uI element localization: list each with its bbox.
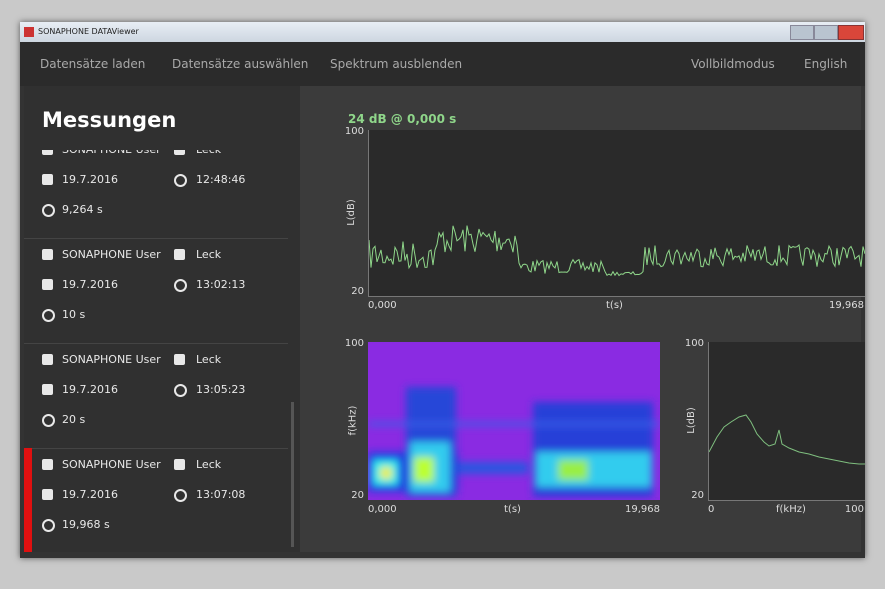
x-tick-label: 19,968 (829, 300, 864, 311)
close-button[interactable] (838, 25, 864, 40)
duration-icon (42, 519, 55, 532)
maximize-button[interactable] (814, 25, 838, 40)
x-axis-label: t(s) (606, 300, 623, 311)
main-area: 24 dB @ 0,000 s (300, 86, 866, 552)
measurement-entry[interactable]: SONAPHONE User Leck 19.7.2016 12:48:46 9,264… (24, 150, 288, 239)
menu-item[interactable]: Datensätze laden (40, 57, 146, 71)
x-tick-label: 0,000 (368, 300, 397, 311)
date-icon (42, 174, 53, 185)
level-curve (368, 225, 866, 277)
duration: 10 s (62, 308, 86, 321)
duration: 9,264 s (62, 203, 103, 216)
selection-marker (24, 448, 32, 552)
y-tick-label: 100 (344, 126, 364, 137)
x-axis-label: f(kHz) (776, 504, 806, 515)
measurement-entry[interactable]: SONAPHONE User Leck 19.7.2016 13:02:13 10 s (24, 238, 288, 344)
level-line (368, 225, 866, 277)
user: SONAPHONE User (62, 353, 161, 366)
window-title: SONAPHONE DATAViewer (38, 27, 139, 36)
type: Leck (196, 248, 222, 261)
level-plot (368, 130, 866, 297)
duration-icon (42, 309, 55, 322)
spectrum-plot (708, 342, 865, 501)
time: 12:48:46 (196, 173, 246, 186)
menu-item[interactable]: Vollbildmodus (691, 57, 775, 71)
x-tick-label: 0,000 (368, 504, 397, 515)
time-icon (174, 174, 187, 187)
y-tick-label: 20 (351, 286, 364, 297)
app-icon (24, 27, 34, 37)
duration: 19,968 s (62, 518, 110, 531)
time-icon (174, 489, 187, 502)
type-icon (174, 150, 185, 155)
date: 19.7.2016 (62, 173, 118, 186)
spectrogram-plot (368, 342, 660, 500)
y-axis-label: L(dB) (685, 407, 697, 434)
title-bar: SONAPHONE DATAViewer (20, 22, 865, 42)
y-tick-label: 20 (351, 490, 364, 501)
type: Leck (196, 353, 222, 366)
time: 13:05:23 (196, 383, 246, 396)
date: 19.7.2016 (62, 383, 118, 396)
spectrum-curve (708, 414, 865, 465)
user: SONAPHONE User (62, 458, 161, 471)
measurement-entry[interactable]: SONAPHONE User Leck 19.7.2016 13:07:08 19,96… (24, 448, 288, 552)
date: 19.7.2016 (62, 278, 118, 291)
x-tick-label: 0 (708, 504, 715, 515)
y-tick-label: 100 (684, 338, 704, 349)
duration: 20 s (62, 413, 86, 426)
app-window: SONAPHONE DATAViewer Datensätze laden Dat… (20, 22, 866, 558)
user: SONAPHONE User (62, 248, 161, 261)
duration-icon (42, 204, 55, 217)
user-icon (42, 249, 53, 260)
time-icon (174, 279, 187, 292)
user-icon (42, 459, 53, 470)
menu-item[interactable]: Datensätze auswählen (172, 57, 309, 71)
user-icon (42, 150, 53, 155)
date: 19.7.2016 (62, 488, 118, 501)
type-icon (174, 249, 185, 260)
type: Leck (196, 150, 221, 156)
x-tick-label: 100 (844, 504, 864, 515)
duration-icon (42, 414, 55, 427)
date-icon (42, 489, 53, 500)
x-tick-label: 19,968 (625, 504, 660, 515)
menu-bar: Datensätze laden Datensätze auswählen Spek… (20, 42, 865, 86)
y-tick-label: 100 (344, 338, 364, 349)
type-icon (174, 459, 185, 470)
time-icon (174, 384, 187, 397)
measurement-list: SONAPHONE User Leck 19.7.2016 12:48:46 9,264… (24, 150, 300, 552)
user-icon (42, 354, 53, 365)
menu-item[interactable]: English (804, 57, 848, 71)
type: Leck (196, 458, 222, 471)
sidebar-title: Messungen (42, 108, 177, 132)
spectrogram-image (368, 387, 660, 497)
level-readout: 24 dB @ 0,000 s (348, 112, 457, 126)
menu-item[interactable]: Spektrum ausblenden (330, 57, 463, 71)
user: SONAPHONE User (62, 150, 161, 156)
scrollbar[interactable] (291, 402, 294, 547)
y-axis-label: f(kHz) (347, 405, 359, 436)
x-axis-label: t(s) (504, 504, 521, 515)
y-tick-label: 20 (691, 490, 704, 501)
sidebar: Messungen SONAPHONE User Leck 19.7.2016 12:… (24, 86, 300, 552)
date-icon (42, 279, 53, 290)
minimize-button[interactable] (790, 25, 814, 40)
time: 13:02:13 (196, 278, 246, 291)
type-icon (174, 354, 185, 365)
time: 13:07:08 (196, 488, 246, 501)
date-icon (42, 384, 53, 395)
y-axis-label: L(dB) (345, 199, 357, 226)
measurement-entry[interactable]: SONAPHONE User Leck 19.7.2016 13:05:23 20 s (24, 343, 288, 449)
